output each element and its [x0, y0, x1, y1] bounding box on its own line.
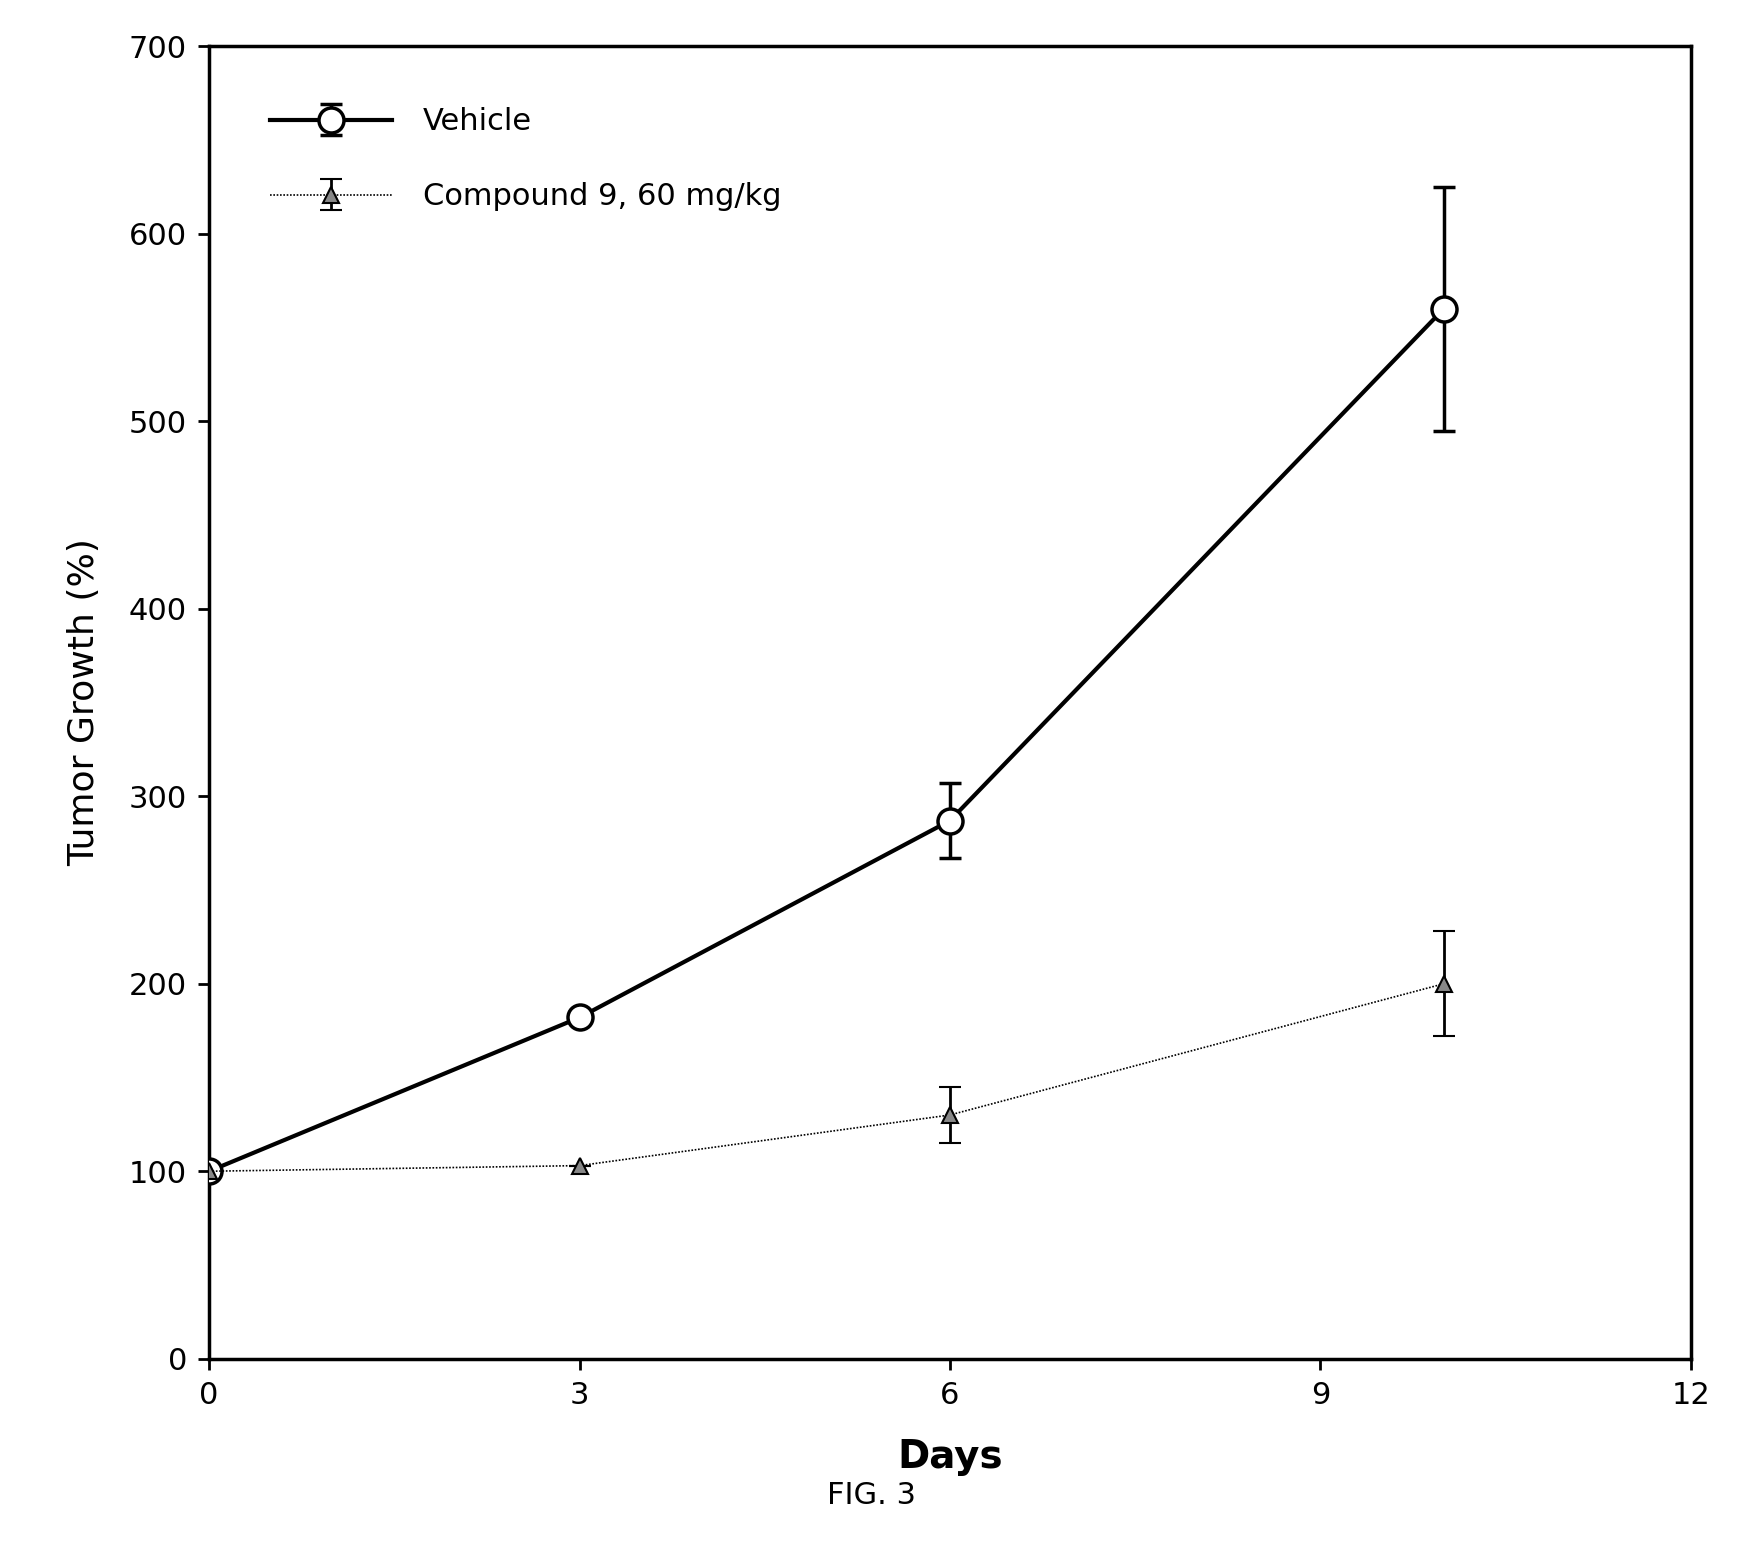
Y-axis label: Tumor Growth (%): Tumor Growth (%) [66, 539, 101, 866]
Text: FIG. 3: FIG. 3 [826, 1481, 917, 1510]
X-axis label: Days: Days [898, 1437, 1002, 1476]
Legend: Vehicle, Compound 9, 60 mg/kg: Vehicle, Compound 9, 60 mg/kg [225, 62, 828, 258]
